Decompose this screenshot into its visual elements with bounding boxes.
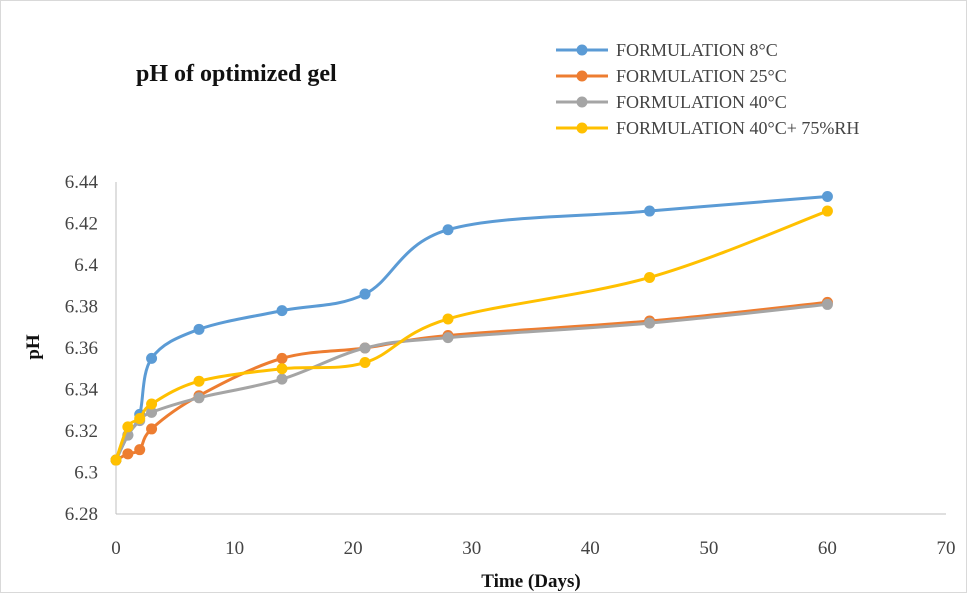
legend-label: FORMULATION 8°C xyxy=(616,40,778,60)
y-tick-label: 6.38 xyxy=(65,297,98,318)
data-point xyxy=(644,271,656,283)
data-point xyxy=(276,305,288,317)
y-tick-label: 6.42 xyxy=(65,214,98,235)
data-point xyxy=(359,288,371,300)
data-point xyxy=(821,205,833,217)
legend-item: FORMULATION 25°C xyxy=(556,66,787,86)
y-tick-label: 6.34 xyxy=(65,380,99,401)
x-tick-label: 60 xyxy=(818,538,837,559)
series-layer xyxy=(110,191,833,466)
data-point xyxy=(134,413,146,425)
y-tick-label: 6.44 xyxy=(65,172,99,193)
y-tick-label: 6.4 xyxy=(74,255,98,276)
data-point xyxy=(442,224,454,236)
axes: 0 10 20 30 40 50 60 70 6.28 6.3 6.32 6.34 6.36 6.38 6.… xyxy=(65,172,956,559)
y-axis-title: pH xyxy=(23,334,44,360)
data-point xyxy=(193,323,205,335)
data-point xyxy=(146,406,158,418)
x-tick-label: 50 xyxy=(699,538,718,559)
data-point xyxy=(821,191,833,203)
data-point xyxy=(122,448,134,460)
data-point xyxy=(644,205,656,217)
legend-label: FORMULATION 40°C+ 75%RH xyxy=(616,118,859,138)
data-point xyxy=(276,363,288,375)
data-point xyxy=(146,352,158,364)
legend: FORMULATION 8°C FORMULATION 25°C FORMULATI… xyxy=(556,40,859,138)
data-point xyxy=(644,317,656,329)
x-tick-label: 20 xyxy=(344,538,363,559)
data-point xyxy=(821,298,833,310)
data-point xyxy=(442,313,454,325)
x-tick-label: 40 xyxy=(581,538,600,559)
y-tick-label: 6.32 xyxy=(65,421,98,442)
y-tick-label: 6.28 xyxy=(65,504,98,525)
chart-title: pH of optimized gel xyxy=(136,61,337,87)
data-point xyxy=(276,373,288,385)
data-point xyxy=(359,357,371,369)
x-axis-title: Time (Days) xyxy=(481,571,580,592)
data-point xyxy=(146,423,158,435)
legend-marker xyxy=(576,44,588,56)
series-group xyxy=(110,205,833,466)
legend-label: FORMULATION 40°C xyxy=(616,92,787,112)
y-tick-label: 6.3 xyxy=(74,463,98,484)
data-point xyxy=(193,375,205,387)
x-tick-label: 10 xyxy=(225,538,244,559)
x-tick-label: 30 xyxy=(462,538,481,559)
series-group xyxy=(110,191,833,466)
data-point xyxy=(146,398,158,410)
data-point xyxy=(359,342,371,354)
data-point xyxy=(442,332,454,344)
data-point xyxy=(276,352,288,364)
data-point xyxy=(110,454,122,466)
x-tick-label: 70 xyxy=(937,538,956,559)
series-line xyxy=(115,300,828,462)
data-point xyxy=(134,444,146,456)
legend-label: FORMULATION 25°C xyxy=(616,66,787,86)
series-line xyxy=(114,195,828,461)
data-point xyxy=(193,392,205,404)
legend-item: FORMULATION 40°C+ 75%RH xyxy=(556,118,859,138)
x-tick-label: 0 xyxy=(111,538,121,559)
y-tick-label: 6.36 xyxy=(65,338,98,359)
legend-item: FORMULATION 8°C xyxy=(556,40,778,60)
legend-marker xyxy=(576,122,588,134)
legend-item: FORMULATION 40°C xyxy=(556,92,787,112)
data-point xyxy=(122,421,134,433)
legend-marker xyxy=(576,96,588,108)
legend-marker xyxy=(576,70,588,82)
